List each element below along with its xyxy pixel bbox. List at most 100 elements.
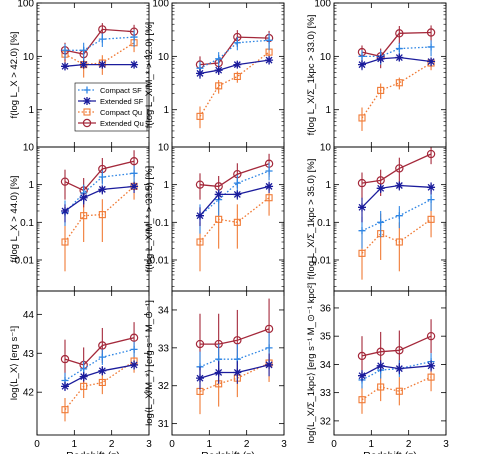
- series-line: [199, 347, 270, 368]
- y-tick-label: 32: [320, 416, 332, 427]
- data-point: [426, 149, 436, 159]
- data-point: [196, 374, 204, 383]
- panel-2: 1 10 100 f(log L_X/M_* > 32.0) [%]: [144, 0, 285, 148]
- data-point: [98, 211, 106, 219]
- series-extended-sf: [196, 353, 274, 390]
- y-tick-label: 35: [320, 332, 332, 343]
- y-tick-label: 34: [158, 305, 170, 316]
- series-extended-sf: [196, 56, 274, 79]
- series-line: [64, 172, 135, 214]
- legend-label: Extended Qu: [100, 119, 144, 128]
- series-line: [199, 51, 270, 117]
- x-tick-label: 1: [369, 439, 375, 450]
- y-axis-label: f(log L_X > 44.0) [%]: [9, 176, 20, 263]
- data-point: [358, 371, 366, 380]
- legend-marker: [83, 108, 91, 116]
- data-point: [98, 341, 107, 350]
- y-tick-label: 44: [23, 310, 35, 321]
- data-point: [61, 206, 69, 215]
- panel-frame: [171, 290, 285, 436]
- series-compact-qu: [61, 349, 138, 422]
- data-point: [130, 345, 138, 353]
- x-tick-label: 0: [169, 439, 175, 450]
- y-tick-label: 31: [158, 419, 170, 430]
- data-point: [60, 177, 70, 186]
- data-point: [395, 238, 403, 246]
- series-line: [361, 31, 432, 58]
- y-axis-label: log⟨L_X/M_*⟩ [erg s⁻¹ M_⊙⁻¹]: [144, 300, 155, 426]
- data-point: [427, 373, 435, 381]
- data-point: [196, 211, 204, 220]
- y-tick-label: 10: [158, 143, 170, 154]
- series-extended-sf: [61, 360, 139, 392]
- series-line: [361, 62, 432, 119]
- data-point: [214, 66, 223, 75]
- series-compact-qu: [358, 203, 435, 280]
- data-layer: [357, 25, 436, 131]
- series-extended-qu: [357, 319, 436, 376]
- y-tick-label: 1: [325, 105, 331, 116]
- series-compact-sf: [358, 190, 435, 249]
- data-point: [80, 46, 88, 54]
- data-layer: [60, 150, 139, 272]
- data-point: [233, 179, 241, 187]
- data-point: [130, 33, 138, 41]
- y-tick-label: 42: [23, 388, 35, 399]
- panel-3: 1 10 100 f(log L_X/Σ_1kpc > 33.0) [%]: [306, 0, 447, 148]
- data-point: [395, 364, 404, 373]
- data-point: [98, 173, 106, 181]
- data-point: [196, 112, 204, 120]
- panel-frame: [333, 2, 447, 148]
- data-point: [358, 52, 366, 60]
- y-tick-label: 10: [320, 52, 332, 63]
- data-point: [195, 339, 205, 349]
- y-tick-label: 10: [23, 52, 35, 63]
- series-line: [200, 328, 270, 345]
- data-point: [357, 178, 367, 188]
- data-point: [233, 39, 241, 47]
- data-point: [395, 45, 403, 53]
- x-axis-label: Redshift (z): [201, 450, 255, 454]
- data-point: [426, 331, 436, 341]
- y-tick-label: 0.1: [317, 218, 331, 229]
- y-tick-label: 43: [23, 349, 35, 360]
- x-tick-label: 2: [406, 439, 412, 450]
- series-line: [199, 362, 270, 393]
- data-point: [376, 361, 385, 370]
- data-layer: [195, 298, 274, 415]
- data-point: [265, 182, 274, 191]
- panel-4: 0.01 0.1 1 10 f(log L_X > 44.0) [%]: [9, 143, 150, 292]
- y-tick-label: 0.01: [150, 255, 170, 266]
- data-point: [358, 227, 366, 235]
- data-point: [358, 249, 366, 257]
- series-line: [199, 59, 270, 75]
- data-point: [215, 215, 223, 223]
- series-line: [199, 163, 270, 188]
- data-point: [233, 60, 242, 69]
- series-extended-sf: [61, 181, 139, 223]
- y-tick-label: 100: [152, 0, 169, 10]
- series-extended-sf: [61, 60, 139, 71]
- x-tick-label: 0: [331, 439, 337, 450]
- panel-frame: [36, 146, 150, 292]
- data-point: [129, 333, 139, 342]
- data-point: [80, 212, 88, 220]
- series-extended-qu: [195, 30, 274, 78]
- data-point: [61, 46, 69, 54]
- panel-8: 31 32 33 34 0 1 2 3 log⟨L_X/M_*⟩ [erg s⁻¹ M_⊙⁻¹]…: [144, 290, 287, 459]
- series-line: [64, 63, 135, 67]
- legend-marker: [83, 86, 91, 94]
- y-tick-label: 1: [28, 180, 34, 191]
- data-point: [358, 203, 366, 212]
- data-point: [215, 82, 223, 90]
- data-layer: [60, 322, 139, 422]
- panel-1: 1 10 100 f(log L_X > 42.0) [%] Compact SF Ext…: [9, 0, 150, 148]
- data-point: [395, 346, 404, 355]
- legend: Compact SF Extended SF Compact Qu Extended …: [74, 82, 148, 132]
- data-point: [427, 43, 435, 51]
- series-extended-qu: [195, 153, 274, 200]
- series-line: [64, 360, 135, 411]
- y-tick-label: 33: [320, 388, 332, 399]
- series-line: [64, 348, 135, 382]
